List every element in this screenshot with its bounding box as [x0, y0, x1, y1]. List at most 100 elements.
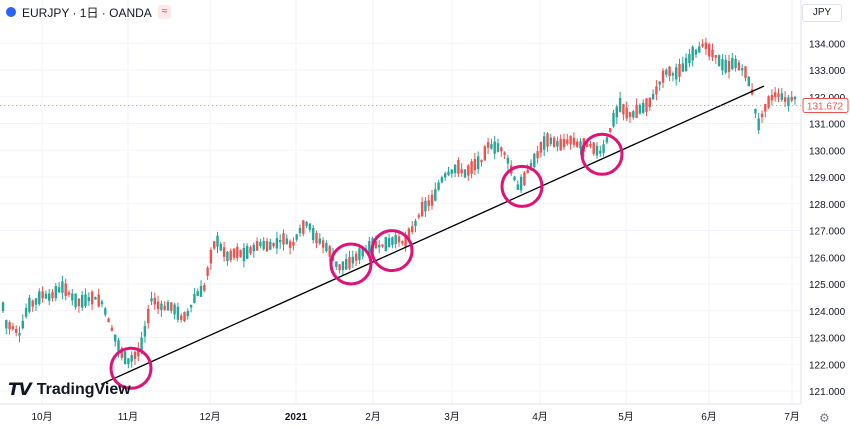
candle-body: [760, 113, 764, 118]
candle-body: [642, 102, 645, 113]
candle-body: [262, 240, 265, 250]
candle-body: [595, 145, 599, 156]
candle-body: [110, 327, 114, 331]
candle-body: [292, 241, 295, 246]
candle-body: [519, 176, 523, 191]
candle-body: [424, 200, 427, 212]
candle-body: [754, 108, 757, 114]
currency-button[interactable]: JPY: [802, 4, 842, 22]
candle-body: [401, 241, 404, 244]
candle-body: [176, 306, 180, 320]
candle-body: [774, 92, 777, 98]
candle-body: [368, 241, 371, 256]
candle-body: [668, 66, 671, 77]
candle-body: [724, 59, 727, 73]
candle-body: [147, 308, 150, 324]
candle-body: [1, 302, 5, 312]
candle-body: [186, 311, 189, 317]
candle-body: [282, 233, 285, 245]
time-tick-label: 5月: [618, 411, 634, 423]
candle-body: [74, 293, 77, 308]
time-tick-label: 11月: [118, 411, 138, 423]
candle-body: [130, 354, 133, 362]
candle-body: [493, 141, 496, 154]
time-tick-label: 3月: [444, 411, 460, 423]
candle-body: [391, 237, 394, 245]
candle-body: [54, 286, 57, 299]
candle-body: [213, 241, 216, 249]
candle-body: [341, 261, 345, 271]
price-tick-label: 124.000: [809, 307, 846, 318]
candle-body: [780, 93, 783, 101]
candle-body: [576, 141, 579, 147]
candle-body: [744, 66, 747, 79]
candle-body: [90, 291, 94, 305]
candle-body: [381, 244, 384, 247]
candle-body: [569, 135, 572, 145]
candle-body: [731, 57, 734, 70]
candle-body: [767, 96, 770, 108]
candle-body: [585, 142, 589, 148]
candle-body: [549, 137, 552, 144]
candle-body: [44, 293, 48, 299]
candle-body: [203, 285, 206, 291]
candle-body: [100, 301, 104, 305]
candle-body: [477, 156, 480, 169]
last-price-label: 131.672: [807, 102, 844, 113]
candle-body: [120, 348, 123, 359]
candle-body: [770, 95, 774, 101]
candle-body: [546, 133, 549, 147]
candle-body: [77, 298, 81, 307]
candle-body: [655, 86, 658, 95]
candle-body: [543, 136, 546, 150]
approx-badge-icon: ≈: [157, 5, 172, 19]
candle-body: [536, 151, 539, 159]
candle-body: [460, 169, 463, 174]
candle-body: [434, 189, 437, 201]
candle-body: [681, 63, 684, 72]
time-tick-label: 6月: [701, 411, 717, 423]
candle-body: [361, 246, 364, 257]
tradingview-logo-icon: 𝙏𝙑: [8, 380, 32, 399]
candle-body: [777, 93, 780, 97]
candle-body: [463, 169, 467, 178]
settings-gear-icon[interactable]: ⚙: [819, 411, 830, 425]
candle-body: [295, 234, 298, 240]
candle-body: [691, 46, 694, 61]
candle-body: [727, 60, 731, 72]
candle-body: [193, 294, 196, 303]
candle-body: [572, 137, 576, 145]
candle-body: [199, 285, 203, 297]
candle-body: [648, 97, 651, 107]
candle-body: [48, 293, 51, 301]
symbol-title[interactable]: EURJPY · 1日 · OANDA: [22, 5, 152, 20]
candle-body: [622, 104, 625, 115]
candle-body: [163, 305, 166, 310]
candle-body: [137, 348, 140, 357]
price-tick-label: 123.000: [809, 334, 846, 345]
candle-body: [645, 98, 648, 112]
candle-body: [183, 312, 186, 322]
candle-body: [628, 112, 632, 117]
candle-body: [206, 267, 209, 276]
candle-body: [71, 293, 74, 301]
price-tick-label: 126.000: [809, 253, 846, 264]
candle-body: [87, 297, 90, 302]
candle-body: [708, 44, 711, 57]
candle-body: [490, 144, 493, 149]
candle-body: [394, 235, 397, 245]
candle-body: [189, 304, 193, 308]
candle-body: [661, 70, 665, 83]
time-tick-label: 2月: [365, 411, 381, 423]
candle-body: [8, 322, 11, 330]
candle-body: [513, 176, 516, 181]
candle-body: [523, 172, 526, 186]
candle-body: [351, 256, 354, 264]
candle-body: [255, 241, 259, 251]
candle-body: [51, 292, 54, 299]
candle-body: [335, 261, 338, 267]
candle-body: [747, 76, 750, 87]
candle-body: [265, 241, 269, 252]
